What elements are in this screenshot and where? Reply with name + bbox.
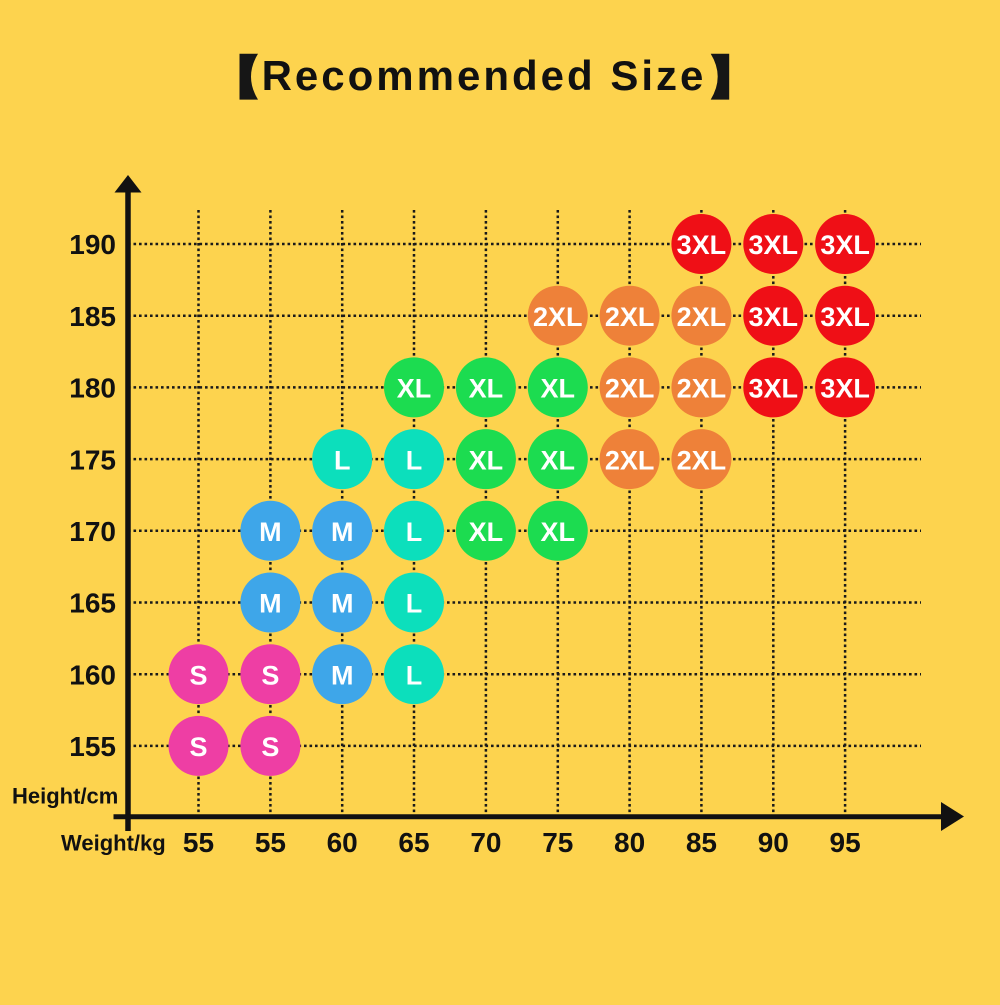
svg-text:95: 95 bbox=[830, 827, 861, 858]
svg-text:3XL: 3XL bbox=[677, 230, 727, 260]
svg-text:175: 175 bbox=[69, 444, 116, 475]
svg-text:75: 75 bbox=[542, 827, 573, 858]
svg-text:3XL: 3XL bbox=[749, 230, 799, 260]
svg-text:XL: XL bbox=[469, 445, 504, 475]
svg-text:XL: XL bbox=[397, 374, 432, 404]
svg-text:XL: XL bbox=[469, 517, 504, 547]
svg-text:2XL: 2XL bbox=[677, 445, 727, 475]
svg-text:S: S bbox=[261, 660, 279, 690]
svg-text:XL: XL bbox=[541, 517, 576, 547]
svg-text:XL: XL bbox=[541, 374, 576, 404]
svg-text:2XL: 2XL bbox=[677, 302, 727, 332]
svg-text:S: S bbox=[261, 732, 279, 762]
svg-text:65: 65 bbox=[398, 827, 429, 858]
svg-text:80: 80 bbox=[614, 827, 645, 858]
svg-text:160: 160 bbox=[69, 659, 116, 690]
svg-text:3XL: 3XL bbox=[749, 302, 799, 332]
svg-text:2XL: 2XL bbox=[605, 302, 655, 332]
svg-text:3XL: 3XL bbox=[749, 374, 799, 404]
svg-text:L: L bbox=[406, 517, 423, 547]
svg-text:2XL: 2XL bbox=[605, 374, 655, 404]
svg-text:L: L bbox=[406, 660, 423, 690]
svg-text:Recommended Size: Recommended Size bbox=[262, 52, 707, 99]
svg-text:S: S bbox=[189, 660, 207, 690]
svg-text:M: M bbox=[331, 517, 354, 547]
svg-text:85: 85 bbox=[686, 827, 717, 858]
svg-text:XL: XL bbox=[469, 374, 504, 404]
svg-text:70: 70 bbox=[470, 827, 501, 858]
svg-text:L: L bbox=[406, 589, 423, 619]
svg-text:3XL: 3XL bbox=[820, 302, 870, 332]
svg-text:M: M bbox=[259, 589, 282, 619]
svg-text:190: 190 bbox=[69, 229, 116, 260]
svg-text:S: S bbox=[189, 732, 207, 762]
svg-text:M: M bbox=[331, 589, 354, 619]
svg-text:90: 90 bbox=[758, 827, 789, 858]
svg-text:55: 55 bbox=[255, 827, 286, 858]
svg-text:3XL: 3XL bbox=[820, 374, 870, 404]
svg-text:155: 155 bbox=[69, 731, 116, 762]
svg-text:L: L bbox=[334, 445, 351, 475]
svg-text:165: 165 bbox=[69, 588, 116, 619]
svg-text:60: 60 bbox=[327, 827, 358, 858]
svg-text:Height/cm: Height/cm bbox=[12, 784, 118, 809]
svg-text:2XL: 2XL bbox=[533, 302, 583, 332]
svg-text:M: M bbox=[259, 517, 282, 547]
svg-text:185: 185 bbox=[69, 301, 116, 332]
svg-text:170: 170 bbox=[69, 516, 116, 547]
svg-text:2XL: 2XL bbox=[605, 445, 655, 475]
svg-text:XL: XL bbox=[541, 445, 576, 475]
svg-text:L: L bbox=[406, 445, 423, 475]
svg-text:3XL: 3XL bbox=[820, 230, 870, 260]
svg-text:55: 55 bbox=[183, 827, 214, 858]
svg-text:M: M bbox=[331, 660, 354, 690]
svg-text:Weight/kg: Weight/kg bbox=[61, 831, 166, 856]
svg-text:2XL: 2XL bbox=[677, 374, 727, 404]
svg-text:180: 180 bbox=[69, 373, 116, 404]
